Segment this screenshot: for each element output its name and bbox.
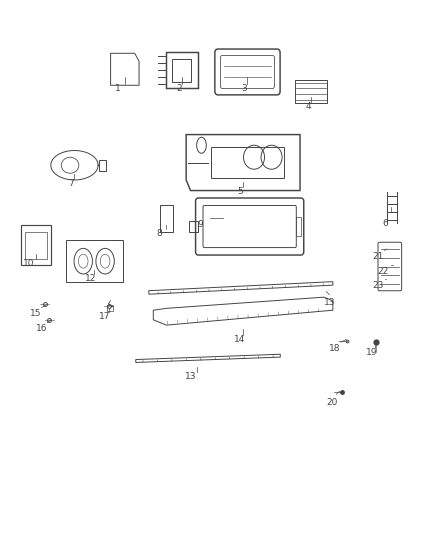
Text: 23: 23: [372, 281, 384, 290]
Bar: [107, 305, 113, 311]
Text: 1: 1: [114, 84, 120, 93]
Text: 17: 17: [99, 312, 110, 321]
Text: 9: 9: [198, 220, 204, 229]
Text: 10: 10: [23, 259, 34, 268]
Text: 6: 6: [382, 219, 389, 228]
Text: 22: 22: [378, 266, 389, 276]
Text: 13: 13: [324, 298, 335, 308]
Bar: [188, 221, 198, 232]
Text: 18: 18: [329, 344, 341, 353]
Text: 3: 3: [241, 84, 247, 93]
Text: 4: 4: [305, 102, 311, 111]
Bar: [99, 160, 106, 171]
Text: 16: 16: [36, 324, 47, 333]
Text: 20: 20: [326, 398, 338, 407]
Text: 19: 19: [366, 348, 377, 357]
Text: 8: 8: [156, 229, 162, 238]
Text: 5: 5: [237, 187, 243, 196]
Text: 14: 14: [234, 335, 246, 344]
Text: 2: 2: [176, 84, 181, 93]
Text: 12: 12: [85, 274, 97, 284]
Bar: [296, 217, 301, 236]
Text: 7: 7: [68, 179, 74, 188]
Text: 13: 13: [185, 372, 196, 381]
Text: 15: 15: [30, 309, 42, 318]
Text: 21: 21: [372, 252, 384, 261]
